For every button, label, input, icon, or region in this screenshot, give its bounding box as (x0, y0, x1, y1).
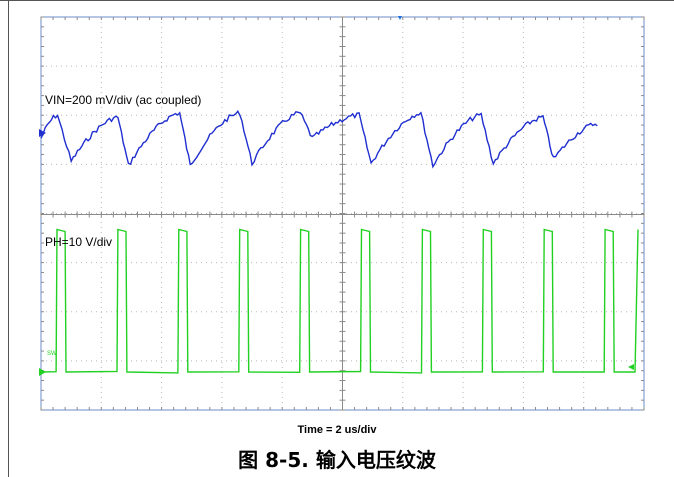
ch2-marker-icon (39, 368, 46, 376)
left-rule (8, 0, 9, 477)
ch2-tag: SW (47, 351, 57, 357)
trigger-marker-icon (398, 16, 402, 20)
ch2-offset-marker-icon (628, 364, 634, 370)
figure-caption: 图 8-5. 输入电压纹波 (238, 448, 436, 472)
ph-trace (40, 228, 639, 374)
vin-series-label: VIN=200 mV/div (ac coupled) (45, 93, 201, 107)
oscilloscope-chart: VIN=200 mV/div (ac coupled) PH=10 V/div … (39, 16, 645, 411)
ch1-marker-icon (39, 129, 46, 137)
ph-series-label: PH=10 V/div (45, 235, 112, 249)
top-rule (0, 0, 674, 1)
vin-trace (40, 110, 598, 169)
x-axis-label: Time = 2 us/div (297, 424, 377, 436)
grid (40, 16, 645, 411)
